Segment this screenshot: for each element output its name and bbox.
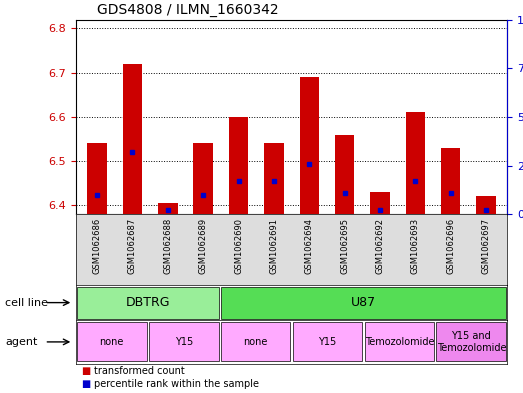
Text: GSM1062692: GSM1062692 bbox=[376, 218, 384, 274]
Bar bbox=[221, 322, 290, 362]
Text: transformed count: transformed count bbox=[94, 366, 185, 376]
Text: GSM1062697: GSM1062697 bbox=[482, 218, 491, 274]
Text: cell line: cell line bbox=[5, 298, 48, 308]
Text: GSM1062694: GSM1062694 bbox=[305, 218, 314, 274]
Text: GSM1062689: GSM1062689 bbox=[199, 218, 208, 274]
Text: U87: U87 bbox=[351, 296, 376, 309]
Text: GDS4808 / ILMN_1660342: GDS4808 / ILMN_1660342 bbox=[97, 3, 279, 17]
Bar bbox=[406, 112, 425, 214]
Bar bbox=[437, 322, 506, 362]
Bar bbox=[149, 322, 219, 362]
Text: GSM1062693: GSM1062693 bbox=[411, 218, 420, 274]
Bar bbox=[87, 143, 107, 214]
Text: Y15: Y15 bbox=[319, 337, 337, 347]
Bar bbox=[221, 287, 506, 318]
Bar bbox=[293, 322, 362, 362]
Text: GSM1062695: GSM1062695 bbox=[340, 218, 349, 274]
Bar bbox=[370, 192, 390, 214]
Bar bbox=[77, 322, 146, 362]
Text: GSM1062696: GSM1062696 bbox=[446, 218, 455, 274]
Text: Y15: Y15 bbox=[175, 337, 193, 347]
Text: ■: ■ bbox=[81, 379, 90, 389]
Text: Y15 and
Temozolomide: Y15 and Temozolomide bbox=[437, 331, 506, 353]
Text: none: none bbox=[99, 337, 124, 347]
Bar bbox=[335, 135, 355, 214]
Bar bbox=[300, 77, 319, 214]
Bar bbox=[77, 287, 219, 318]
Text: GSM1062691: GSM1062691 bbox=[269, 218, 278, 274]
Text: GSM1062688: GSM1062688 bbox=[163, 218, 172, 274]
Text: GSM1062686: GSM1062686 bbox=[93, 218, 101, 274]
Bar bbox=[264, 143, 283, 214]
Bar bbox=[158, 203, 177, 214]
Bar bbox=[365, 322, 434, 362]
Text: GSM1062687: GSM1062687 bbox=[128, 218, 137, 274]
Bar bbox=[441, 148, 460, 214]
Text: GSM1062690: GSM1062690 bbox=[234, 218, 243, 274]
Text: agent: agent bbox=[5, 337, 38, 347]
Bar bbox=[229, 117, 248, 214]
Text: DBTRG: DBTRG bbox=[126, 296, 170, 309]
Bar bbox=[476, 196, 496, 214]
Bar bbox=[123, 64, 142, 214]
Bar bbox=[194, 143, 213, 214]
Text: none: none bbox=[243, 337, 268, 347]
Text: ■: ■ bbox=[81, 366, 90, 376]
Text: Temozolomide: Temozolomide bbox=[365, 337, 434, 347]
Text: percentile rank within the sample: percentile rank within the sample bbox=[94, 379, 259, 389]
